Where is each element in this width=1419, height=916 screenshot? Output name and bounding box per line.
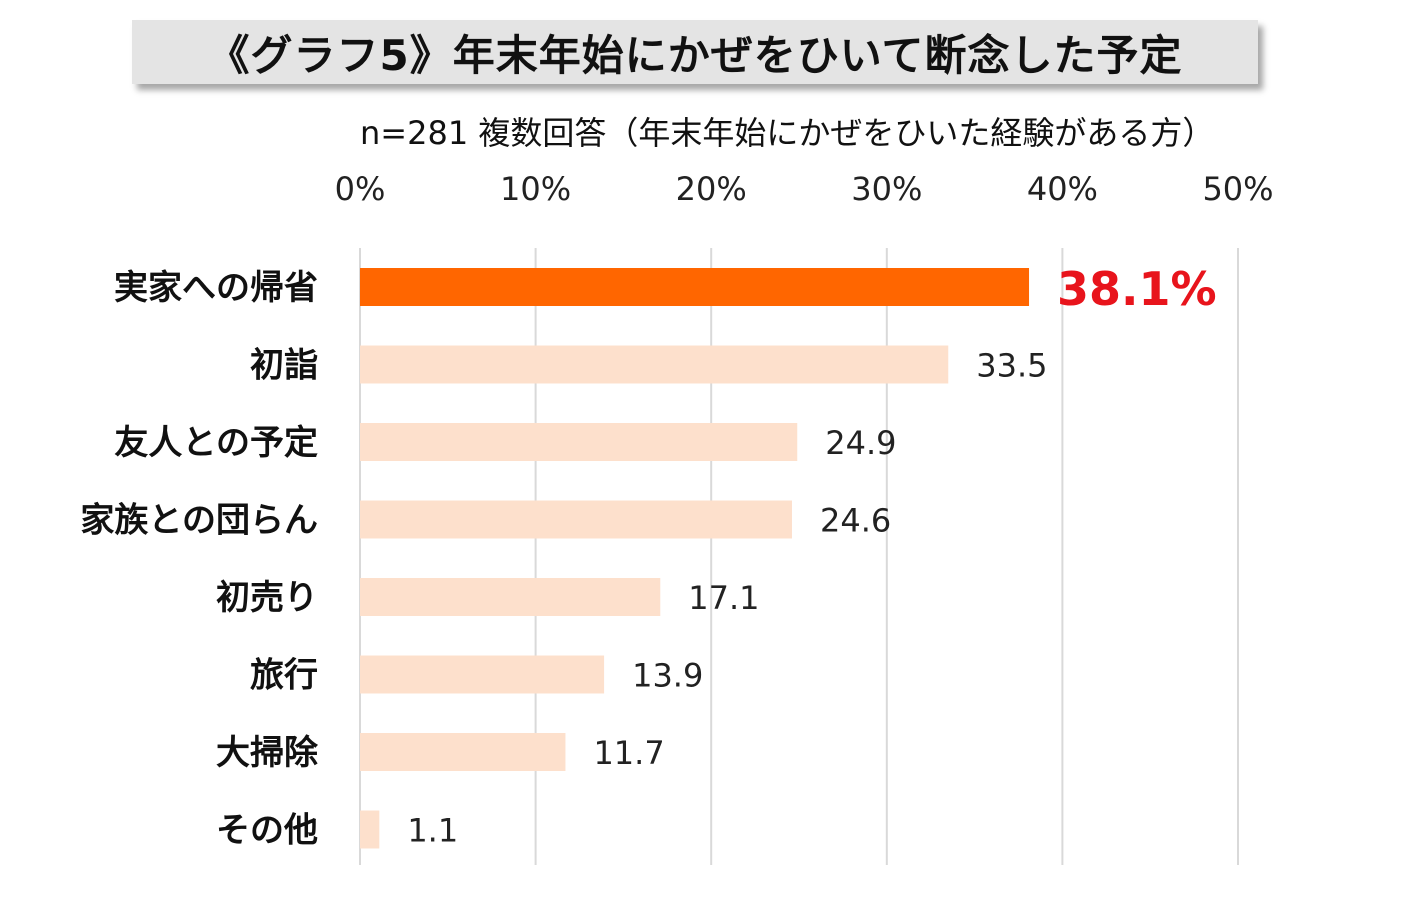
x-axis-ticks: 0% 10% 20% 30% 40% 50% [335,170,1274,208]
category-label: 大掃除 [216,733,319,773]
value-label: 17.1 [688,579,759,617]
x-tick-label: 20% [676,170,747,208]
value-label: 24.9 [825,424,896,462]
bar [360,655,605,694]
category-label: 旅行 [250,656,318,696]
bar [360,733,566,771]
x-tick-label: 50% [1202,170,1273,208]
x-tick-label: 0% [335,170,386,208]
value-label: 1.1 [407,812,458,850]
category-label: 初売り [216,578,318,618]
bar [360,345,949,384]
bar [360,500,792,539]
gridlines [359,248,1239,865]
chart-subtitle: n=281 複数回答（年末年始にかぜをひいた経験がある方） [360,114,1215,152]
x-tick-label: 30% [851,170,922,208]
value-label: 13.9 [632,657,703,695]
x-tick-label: 10% [500,170,571,208]
category-label: その他 [216,811,318,851]
value-label: 11.7 [593,734,664,772]
category-label: 初詣 [250,346,318,386]
category-label: 実家への帰省 [114,268,318,308]
chart-title: 《グラフ5》年末年始にかぜをひいて断念した予定 [132,20,1258,84]
category-label: 家族との団らん [80,501,318,541]
bar [360,423,798,461]
category-label: 友人との予定 [114,423,318,463]
value-label: 24.6 [820,502,891,540]
x-tick-label: 40% [1027,170,1098,208]
bars [360,268,1030,849]
bar [360,810,380,849]
value-label: 33.5 [976,347,1047,385]
value-labels: 38.1% 33.5 24.9 24.6 17.1 13.9 11.7 1.1 [407,262,1216,850]
bar [360,268,1030,306]
bar [360,578,661,616]
value-label: 38.1% [1057,262,1217,316]
